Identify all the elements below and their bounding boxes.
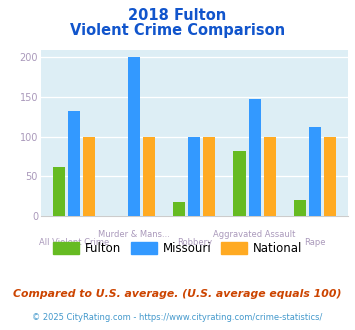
Bar: [53, 167, 65, 216]
Bar: [83, 137, 95, 216]
Text: Aggravated Assault: Aggravated Assault: [213, 230, 296, 239]
Bar: [68, 112, 80, 216]
Text: Violent Crime Comparison: Violent Crime Comparison: [70, 23, 285, 38]
Text: Robbery: Robbery: [177, 238, 212, 248]
Text: 2018 Fulton: 2018 Fulton: [129, 8, 226, 23]
Bar: [324, 137, 336, 216]
Bar: [264, 137, 275, 216]
Bar: [189, 137, 200, 216]
Legend: Fulton, Missouri, National: Fulton, Missouri, National: [48, 237, 307, 260]
Bar: [173, 202, 185, 216]
Text: All Violent Crime: All Violent Crime: [39, 238, 109, 248]
Text: Compared to U.S. average. (U.S. average equals 100): Compared to U.S. average. (U.S. average …: [13, 289, 342, 299]
Bar: [234, 151, 246, 216]
Bar: [309, 127, 321, 216]
Text: Rape: Rape: [304, 238, 326, 248]
Bar: [203, 137, 215, 216]
Text: Murder & Mans...: Murder & Mans...: [98, 230, 170, 239]
Bar: [128, 57, 140, 216]
Text: © 2025 CityRating.com - https://www.cityrating.com/crime-statistics/: © 2025 CityRating.com - https://www.city…: [32, 313, 323, 322]
Bar: [143, 137, 155, 216]
Bar: [294, 200, 306, 216]
Bar: [248, 100, 261, 216]
